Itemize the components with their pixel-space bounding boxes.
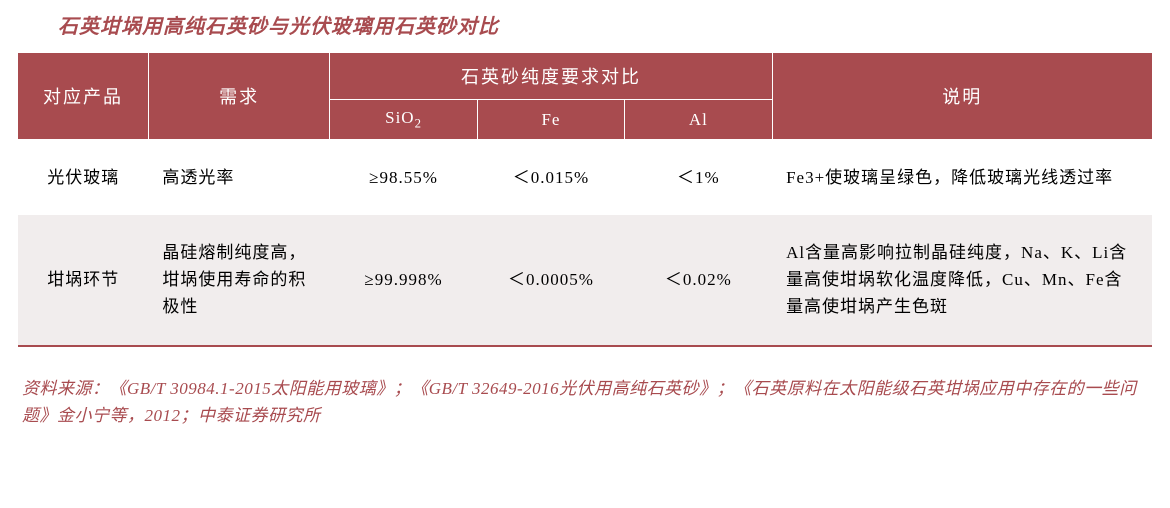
- cell-fe: ＜0.015%: [477, 139, 624, 215]
- comparison-table: 对应产品 需求 石英砂纯度要求对比 说明 SiO2 Fe Al 光伏玻璃 高透光…: [18, 53, 1152, 347]
- cell-note: Al含量高影响拉制晶硅纯度，Na、K、Li含量高使坩埚软化温度降低，Cu、Mn、…: [772, 215, 1152, 346]
- cell-al: ＜0.02%: [625, 215, 772, 346]
- table-row: 光伏玻璃 高透光率 ≥98.55% ＜0.015% ＜1% Fe3+使玻璃呈绿色…: [18, 139, 1152, 215]
- header-note: 说明: [772, 53, 1152, 139]
- cell-product: 坩埚环节: [18, 215, 148, 346]
- cell-demand: 晶硅熔制纯度高，坩埚使用寿命的积极性: [148, 215, 329, 346]
- cell-sio2: ≥98.55%: [330, 139, 477, 215]
- header-product: 对应产品: [18, 53, 148, 139]
- cell-demand: 高透光率: [148, 139, 329, 215]
- header-al: Al: [625, 100, 772, 140]
- cell-sio2: ≥99.998%: [330, 215, 477, 346]
- cell-note: Fe3+使玻璃呈绿色，降低玻璃光线透过率: [772, 139, 1152, 215]
- source-note: 资料来源：《GB/T 30984.1-2015太阳能用玻璃》；《GB/T 326…: [18, 375, 1152, 429]
- cell-product: 光伏玻璃: [18, 139, 148, 215]
- header-purity-group: 石英砂纯度要求对比: [330, 53, 772, 100]
- chart-title: 石英坩埚用高纯石英砂与光伏玻璃用石英砂对比: [58, 10, 1152, 39]
- table-header: 对应产品 需求 石英砂纯度要求对比 说明 SiO2 Fe Al: [18, 53, 1152, 139]
- cell-al: ＜1%: [625, 139, 772, 215]
- header-sio2: SiO2: [330, 100, 477, 140]
- cell-fe: ＜0.0005%: [477, 215, 624, 346]
- header-fe: Fe: [477, 100, 624, 140]
- header-demand: 需求: [148, 53, 329, 139]
- table-row: 坩埚环节 晶硅熔制纯度高，坩埚使用寿命的积极性 ≥99.998% ＜0.0005…: [18, 215, 1152, 346]
